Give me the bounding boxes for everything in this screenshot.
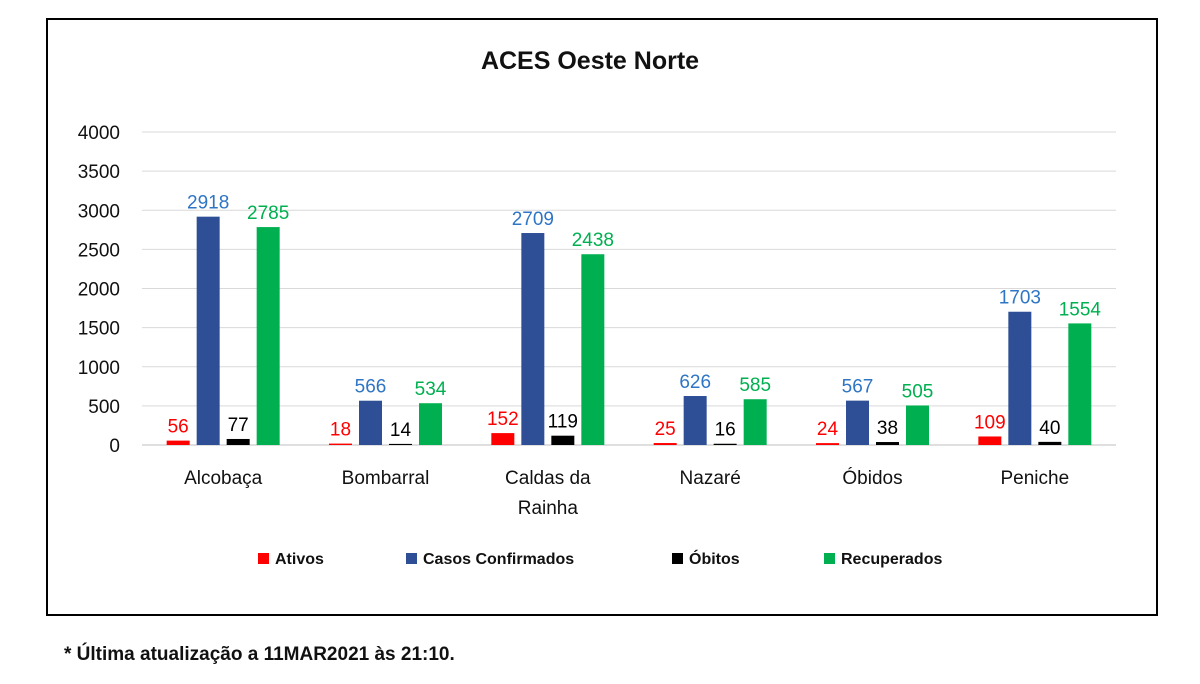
data-label: 24 xyxy=(817,419,839,440)
y-tick-label: 1500 xyxy=(78,319,120,340)
y-tick-label: 3000 xyxy=(78,201,120,222)
bar-recuperados xyxy=(419,403,442,445)
x-category-label: Peniche xyxy=(1000,468,1069,489)
bar-ativos xyxy=(491,433,515,445)
bar-óbitos xyxy=(226,438,250,445)
category-labels: Alcobaça Bombarral Caldas da Rainha Nazaré Ób… xyxy=(184,467,1069,519)
bar-casos-confirmados xyxy=(1008,311,1032,445)
data-label: 566 xyxy=(355,377,387,398)
y-axis-ticks: 0 500 1000 1500 2000 2500 3000 3500 4000 xyxy=(78,123,120,457)
x-category-label: Bombarral xyxy=(342,468,430,489)
data-label: 109 xyxy=(974,412,1006,433)
bars xyxy=(166,216,1092,445)
legend-swatch xyxy=(406,553,417,564)
data-label: 119 xyxy=(548,412,578,433)
data-label: 18 xyxy=(330,420,351,441)
data-label: 567 xyxy=(842,377,874,398)
bar-ativos xyxy=(329,443,352,445)
data-label: 38 xyxy=(877,418,898,439)
bar-recuperados xyxy=(581,254,605,445)
bar-óbitos xyxy=(876,442,899,445)
legend-swatch xyxy=(258,553,269,564)
legend-label: Casos Confirmados xyxy=(423,551,574,568)
bar-recuperados xyxy=(1068,323,1092,445)
data-label: 56 xyxy=(168,417,189,438)
y-tick-label: 1000 xyxy=(78,358,120,379)
x-category-label: Óbidos xyxy=(842,467,902,489)
data-label: 77 xyxy=(228,415,249,436)
data-label: 626 xyxy=(679,372,711,393)
bar-casos-confirmados xyxy=(846,400,869,445)
bar-óbitos xyxy=(389,443,412,445)
data-label: 585 xyxy=(739,375,771,396)
bar-casos-confirmados xyxy=(359,400,382,445)
data-label: 2438 xyxy=(572,230,614,251)
y-tick-label: 2000 xyxy=(78,280,120,301)
data-label: 1554 xyxy=(1059,299,1102,320)
data-label: 505 xyxy=(902,381,934,402)
bar-ativos xyxy=(166,440,190,445)
data-label: 2709 xyxy=(512,209,554,230)
y-tick-label: 3500 xyxy=(78,162,120,183)
data-label: 1703 xyxy=(999,288,1041,309)
data-label: 14 xyxy=(390,420,412,441)
x-category-label: Caldas da xyxy=(505,468,591,489)
bar-óbitos xyxy=(1038,441,1062,445)
bar-ativos xyxy=(978,436,1002,445)
y-tick-label: 2500 xyxy=(78,240,120,261)
bar-ativos xyxy=(816,443,839,445)
chart-frame: ACES Oeste Norte 0 500 1000 1500 2000 2500 300… xyxy=(46,18,1158,616)
legend-label: Óbitos xyxy=(689,549,740,568)
data-label: 2918 xyxy=(187,193,229,214)
grid-lines xyxy=(142,131,1116,446)
legend-swatch xyxy=(672,553,683,564)
data-label: 40 xyxy=(1039,418,1060,439)
footnote: * Última atualização a 11MAR2021 às 21:1… xyxy=(64,644,455,665)
data-label: 534 xyxy=(415,379,447,400)
bar-recuperados xyxy=(906,405,929,445)
data-label: 152 xyxy=(487,409,519,430)
bar-óbitos xyxy=(713,443,737,445)
bar-óbitos xyxy=(551,435,575,445)
data-label: 16 xyxy=(715,420,736,441)
bar-ativos xyxy=(653,443,677,445)
y-tick-label: 4000 xyxy=(78,123,120,144)
legend-label: Ativos xyxy=(275,551,324,568)
legend-label: Recuperados xyxy=(841,551,942,568)
y-tick-label: 500 xyxy=(88,397,120,418)
bar-casos-confirmados xyxy=(196,216,220,445)
data-label: 25 xyxy=(655,419,676,440)
legend-swatch xyxy=(824,553,835,564)
x-category-label: Rainha xyxy=(518,498,579,519)
x-category-label: Nazaré xyxy=(680,468,741,489)
data-label: 2785 xyxy=(247,203,289,224)
bar-recuperados xyxy=(743,399,767,445)
legend: Ativos Casos Confirmados Óbitos Recuperados xyxy=(258,549,942,568)
data-labels: 5629187727851856614534152270911924382562… xyxy=(168,193,1102,441)
chart-title: ACES Oeste Norte xyxy=(481,47,699,75)
bar-recuperados xyxy=(256,227,280,445)
y-tick-label: 0 xyxy=(109,436,120,457)
bar-casos-confirmados xyxy=(521,233,545,445)
bar-casos-confirmados xyxy=(683,396,707,445)
x-category-label: Alcobaça xyxy=(184,468,263,489)
chart-svg: ACES Oeste Norte 0 500 1000 1500 2000 2500 300… xyxy=(78,47,1116,568)
